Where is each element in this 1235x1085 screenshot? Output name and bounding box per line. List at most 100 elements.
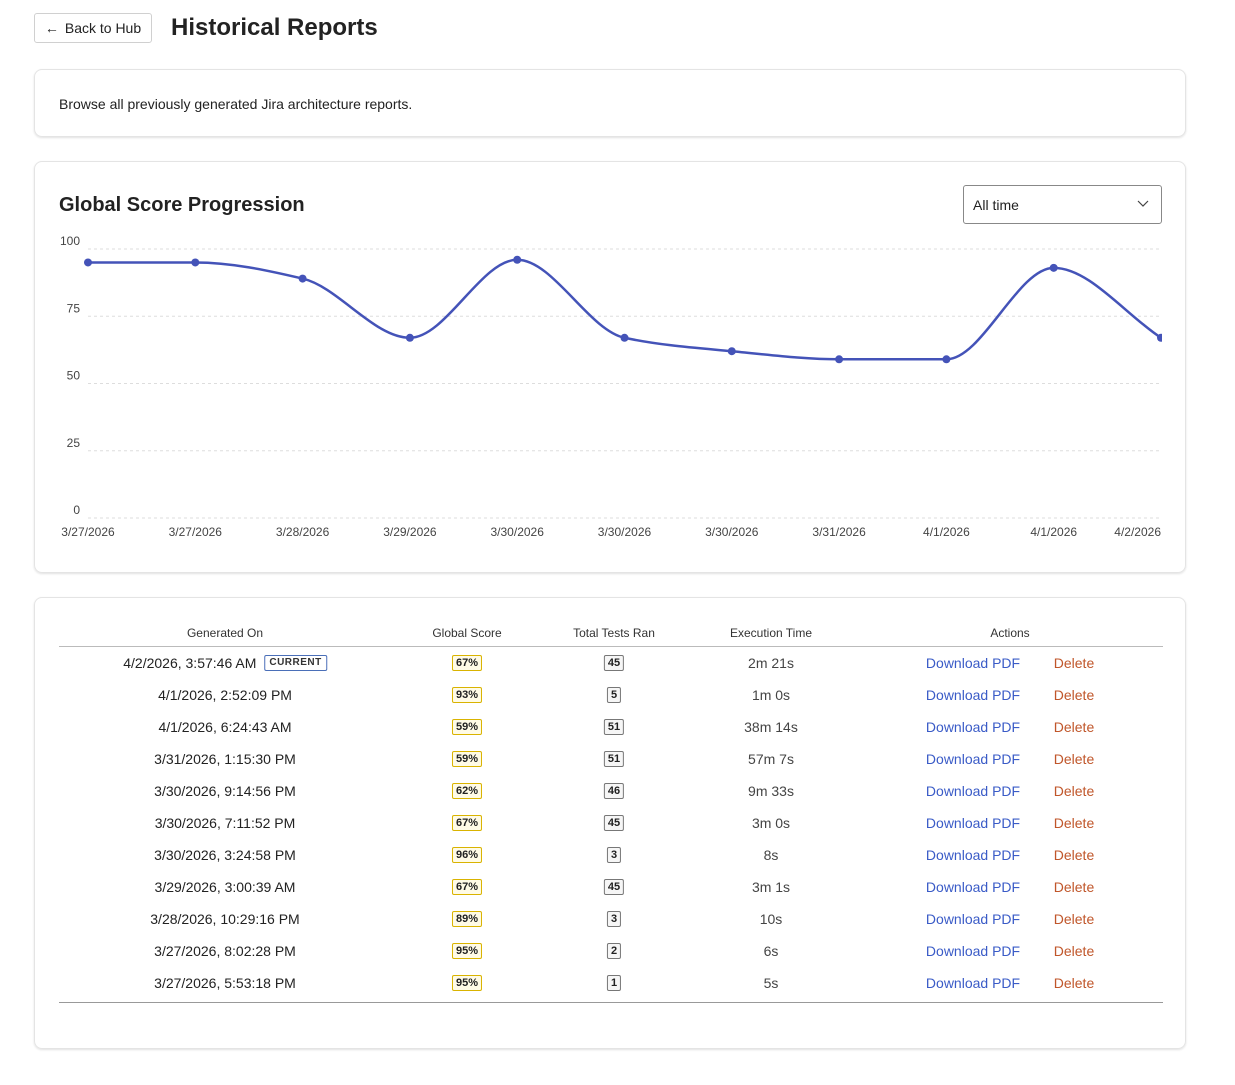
footer-rule: [59, 1002, 1163, 1003]
score-badge: 93%: [451, 687, 483, 703]
date-cell: 3/31/2026, 1:15:30 PM: [154, 751, 296, 767]
exec-time: 9m 33s: [748, 783, 794, 799]
x-tick-label: 3/30/2026: [598, 525, 652, 539]
date: 3/30/2026, 3:24:58 PM: [154, 847, 296, 863]
date-cell: 4/1/2026, 6:24:43 AM: [158, 719, 291, 735]
tests-badge: 51: [603, 751, 625, 767]
tests-cell: 51: [603, 751, 625, 767]
download-link[interactable]: Download PDF: [925, 879, 1021, 895]
delete-link[interactable]: Delete: [1053, 911, 1095, 927]
score-cell: 67%: [451, 879, 483, 895]
page-title: Historical Reports: [171, 14, 378, 41]
download-link[interactable]: Download PDF: [925, 943, 1021, 959]
tests-badge: 45: [603, 879, 625, 895]
delete-link[interactable]: Delete: [1053, 847, 1095, 863]
tests-cell: 5: [606, 687, 622, 703]
x-tick-label: 3/27/2026: [169, 525, 223, 539]
score-badge: 96%: [451, 847, 483, 863]
x-tick-label: 3/30/2026: [705, 525, 759, 539]
download-link[interactable]: Download PDF: [925, 911, 1021, 927]
download-link[interactable]: Download PDF: [925, 719, 1021, 735]
tests-badge: 3: [606, 847, 622, 863]
exec-time: 6s: [763, 943, 779, 959]
delete-link[interactable]: Delete: [1053, 687, 1095, 703]
score-cell: 89%: [451, 911, 483, 927]
date: 3/30/2026, 7:11:52 PM: [154, 815, 296, 831]
exec-time: 2m 21s: [748, 655, 794, 671]
y-tick-label: 100: [60, 234, 80, 248]
tests-cell: 46: [603, 783, 625, 799]
back-arrow: ←: [44, 20, 59, 36]
intro-card: Browse all previously generated Jira arc…: [34, 69, 1186, 137]
data-point: [513, 255, 522, 264]
date-cell: 3/30/2026, 9:14:56 PM: [154, 783, 296, 799]
date-cell: 3/29/2026, 3:00:39 AM: [155, 879, 296, 895]
date: 3/29/2026, 3:00:39 AM: [154, 879, 296, 895]
date: 3/27/2026, 8:02:28 PM: [154, 943, 296, 959]
tests-cell: 1: [606, 975, 622, 991]
delete-link[interactable]: Delete: [1053, 815, 1095, 831]
data-point: [1157, 333, 1162, 342]
score-badge: 67%: [451, 879, 483, 895]
date-cell: 3/28/2026, 10:29:16 PM: [150, 911, 299, 927]
exec-time: 3m 0s: [751, 815, 791, 831]
tests-badge: 45: [603, 815, 625, 831]
score-cell: 95%: [451, 975, 483, 991]
tests-badge: 1: [606, 975, 622, 991]
score-badge: 67%: [451, 655, 483, 671]
tests-cell: 51: [603, 719, 625, 735]
tests-cell: 45: [603, 815, 625, 831]
date-cell: 3/27/2026, 5:53:18 PM: [154, 975, 296, 991]
download-link[interactable]: Download PDF: [925, 975, 1021, 991]
tests-cell: 2: [606, 943, 622, 959]
score-cell: 59%: [451, 751, 483, 767]
date: 3/31/2026, 1:15:30 PM: [154, 751, 296, 767]
date-cell: 3/30/2026, 7:11:52 PM: [155, 815, 296, 831]
x-tick-label: 4/1/2026: [1030, 525, 1077, 539]
header-rule: [59, 646, 1163, 647]
back-button[interactable]: ← Back to Hub: [34, 13, 152, 43]
date: 4/1/2026, 6:24:43 AM: [158, 719, 292, 735]
download-link[interactable]: Download PDF: [925, 751, 1021, 767]
range-value: All time: [973, 196, 1019, 213]
x-tick-label: 4/1/2026: [923, 525, 970, 539]
delete-link[interactable]: Delete: [1053, 751, 1095, 767]
tests-badge: 2: [606, 943, 622, 959]
x-tick-label: 3/28/2026: [276, 525, 330, 539]
delete-link[interactable]: Delete: [1053, 719, 1095, 735]
data-point: [620, 333, 629, 342]
score-badge: 59%: [451, 719, 483, 735]
data-point: [405, 333, 414, 342]
score-badge: 95%: [451, 943, 483, 959]
current-badge: CURRENT: [264, 655, 327, 671]
y-tick-label: 0: [73, 503, 80, 517]
column-header: Execution Time: [729, 626, 813, 640]
score-badge: 95%: [451, 975, 483, 991]
exec-time: 8s: [763, 847, 779, 863]
date: 3/28/2026, 10:29:16 PM: [150, 911, 300, 927]
download-link[interactable]: Download PDF: [925, 783, 1021, 799]
download-link[interactable]: Download PDF: [925, 815, 1021, 831]
delete-link[interactable]: Delete: [1053, 943, 1095, 959]
download-link[interactable]: Download PDF: [925, 687, 1021, 703]
score-cell: 59%: [451, 719, 483, 735]
date-cell: 3/30/2026, 3:24:58 PM: [154, 847, 296, 863]
chart: 0 25 50 75 100 3/27/2026 3/27/2026 3/28/2026 3/2…: [60, 234, 1162, 539]
data-point: [835, 355, 844, 364]
tests-cell: 3: [606, 847, 622, 863]
series: [84, 255, 1162, 364]
data-point: [191, 258, 200, 267]
delete-link[interactable]: Delete: [1053, 783, 1095, 799]
download-link[interactable]: Download PDF: [925, 847, 1021, 863]
download-link[interactable]: Download PDF: [925, 655, 1021, 671]
intro-text: Browse all previously generated Jira arc…: [59, 96, 413, 112]
score-cell: 96%: [451, 847, 483, 863]
x-tick-label: 3/31/2026: [812, 525, 866, 539]
delete-link[interactable]: Delete: [1053, 975, 1095, 991]
date-cell: 4/1/2026, 2:52:09 PM: [158, 687, 292, 703]
data-point: [84, 258, 92, 267]
delete-link[interactable]: Delete: [1053, 879, 1095, 895]
delete-link[interactable]: Delete: [1053, 655, 1095, 671]
range-select[interactable]: All time: [963, 185, 1162, 224]
